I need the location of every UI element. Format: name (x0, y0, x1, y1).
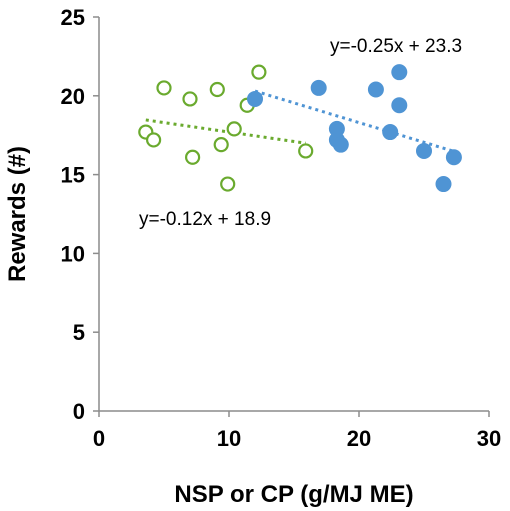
trendlines (145, 89, 455, 153)
x-tick-label: 0 (93, 426, 105, 451)
trendline-equation-green: y=-0.12x + 18.9 (139, 209, 271, 230)
x-axis-title: NSP or CP (g/MJ ME) (174, 481, 413, 508)
data-point-open (209, 81, 225, 98)
data-points (138, 64, 462, 193)
y-tick-label: 5 (73, 320, 85, 345)
y-tick-label: 10 (61, 241, 85, 266)
data-point-filled (391, 64, 408, 81)
data-point-open (220, 176, 236, 192)
data-point-filled (332, 136, 349, 153)
data-point-filled (445, 149, 462, 166)
data-point-open (298, 143, 314, 159)
axes (98, 17, 489, 412)
x-tick-label: 20 (347, 426, 371, 451)
data-point-filled (310, 79, 327, 96)
data-point-filled (367, 81, 384, 98)
ticks: 0 10 20 30 0 5 10 15 20 25 (61, 5, 502, 451)
trendline-1 (254, 89, 455, 153)
data-point-filled (391, 97, 408, 114)
y-tick-label: 0 (73, 399, 85, 424)
data-point-open (185, 149, 201, 165)
data-point-filled (247, 90, 263, 107)
data-point-open (213, 137, 229, 153)
data-point-open (226, 121, 242, 137)
data-point-open (156, 80, 172, 96)
trendline-equation-blue: y=-0.25x + 23.3 (330, 36, 462, 57)
data-point-open (251, 64, 267, 80)
y-tick-label: 25 (61, 5, 85, 30)
data-point-filled (328, 120, 345, 137)
data-point-open (146, 132, 162, 148)
labels: y=-0.12x + 18.9 y=-0.25x + 23.3 NSP or C… (4, 36, 462, 508)
data-point-open (182, 91, 198, 107)
y-tick-label: 20 (61, 84, 85, 109)
x-tick-label: 10 (217, 426, 241, 451)
x-tick-label: 30 (477, 426, 501, 451)
y-tick-label: 15 (61, 163, 85, 188)
data-point-filled (382, 124, 399, 141)
data-point-filled (435, 176, 452, 193)
trendline-0 (145, 118, 306, 145)
data-point-filled (416, 142, 432, 159)
y-axis-title: Rewards (#) (4, 146, 31, 282)
